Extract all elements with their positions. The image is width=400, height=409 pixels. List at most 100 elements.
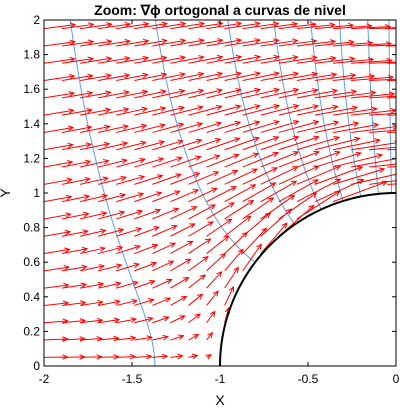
gradient-arrow [98, 75, 129, 82]
gradient-arrow [98, 109, 128, 116]
gradient-arrow [134, 57, 166, 64]
gradient-arrow [134, 108, 165, 116]
gradient-arrow [224, 57, 260, 64]
level-curve [338, 20, 362, 197]
gradient-arrow [260, 181, 297, 203]
gradient-arrow [206, 171, 238, 185]
x-tick-label: 0 [393, 372, 400, 386]
gradient-arrow [80, 266, 104, 272]
gradient-arrow [61, 144, 91, 151]
gradient-arrow [116, 301, 137, 306]
gradient-arrow [278, 57, 317, 64]
gradient-arrow [369, 129, 396, 133]
gradient-arrow [116, 24, 148, 30]
gradient-arrow [369, 78, 396, 82]
gradient-arrow [170, 316, 184, 324]
gradient-arrow [314, 123, 358, 133]
gradient-arrow [80, 230, 105, 237]
gradient-arrow [61, 24, 93, 30]
gradient-arrow [188, 222, 213, 237]
gradient-arrow [242, 244, 262, 272]
gradient-arrow [116, 228, 141, 237]
level-curve [69, 20, 156, 366]
gradient-arrow [296, 90, 337, 99]
gradient-arrow [314, 167, 362, 185]
gradient-arrow [116, 176, 144, 185]
gradient-arrow [188, 156, 220, 168]
gradient-arrow [116, 75, 147, 82]
gradient-arrow [314, 107, 357, 116]
gradient-arrow [44, 285, 68, 289]
gradient-arrow [369, 95, 396, 99]
gradient-arrow [152, 40, 185, 47]
gradient-arrow [332, 169, 384, 185]
gradient-arrow [206, 333, 213, 341]
gradient-arrow [387, 131, 396, 133]
gradient-arrow [296, 106, 338, 116]
gradient-arrow [152, 317, 168, 324]
gradient-arrow [296, 74, 336, 82]
gradient-arrow [61, 231, 88, 237]
cylinder-arc [219, 192, 396, 366]
gradient-arrow [152, 158, 181, 168]
gradient-arrow [296, 166, 340, 185]
gradient-arrow [80, 109, 110, 116]
gradient-arrow [188, 294, 203, 306]
gradient-arrow [242, 24, 279, 30]
gradient-arrow [188, 90, 222, 99]
gradient-arrow [152, 279, 171, 289]
gradient-arrow [369, 146, 396, 151]
gradient-arrow [152, 107, 184, 116]
y-tick-label: 0.8 [23, 221, 40, 235]
y-tick-label: 0.4 [23, 290, 40, 304]
gradient-arrow [314, 153, 361, 168]
gradient-arrow [152, 124, 183, 133]
level-curve [273, 20, 322, 209]
gradient-arrow [206, 40, 242, 47]
gradient-arrow [116, 264, 139, 272]
gradient-arrow [206, 311, 215, 324]
gradient-arrow [351, 126, 396, 133]
gradient-arrow [134, 263, 156, 272]
gradient-arrow [134, 337, 152, 340]
gradient-arrow [98, 230, 123, 237]
gradient-arrow [206, 23, 242, 30]
gradient-arrow [332, 182, 387, 203]
y-tick-label: 0.6 [23, 255, 40, 269]
gradient-arrow [242, 228, 267, 254]
gradient-arrow [116, 319, 136, 324]
gradient-arrow [170, 90, 203, 99]
gradient-arrow [350, 142, 396, 151]
gradient-arrow [152, 57, 185, 64]
gradient-arrow [296, 179, 340, 203]
gradient-arrow [134, 318, 152, 324]
gradient-arrow [170, 259, 190, 272]
gradient-arrow [44, 42, 75, 47]
gradient-arrow [387, 148, 396, 151]
gradient-arrow [116, 142, 145, 151]
gradient-arrow [61, 196, 89, 203]
gradient-arrow [134, 142, 164, 151]
gradient-arrow [188, 205, 216, 220]
gradient-arrow [206, 291, 219, 306]
y-tick-label: 1.6 [23, 82, 40, 96]
gradient-arrow [80, 161, 108, 168]
gradient-arrow [152, 208, 178, 220]
gradient-arrow [242, 106, 279, 116]
gradient-arrow [80, 195, 107, 203]
gradient-arrow [61, 267, 86, 272]
gradient-arrow [62, 339, 85, 340]
gradient-arrow [134, 299, 153, 306]
gradient-arrow [134, 125, 164, 133]
y-tick-label: 1.4 [23, 117, 40, 131]
gradient-arrow [314, 138, 360, 151]
gradient-arrow [44, 59, 75, 64]
gradient-arrow [188, 188, 217, 203]
gradient-arrow [116, 58, 148, 64]
gradient-arrow [98, 126, 128, 133]
gradient-arrow [134, 159, 163, 168]
gradient-arrow [278, 74, 317, 82]
gradient-arrow [98, 283, 120, 289]
gradient-arrow [170, 241, 192, 254]
y-tick-label: 1 [33, 186, 40, 200]
